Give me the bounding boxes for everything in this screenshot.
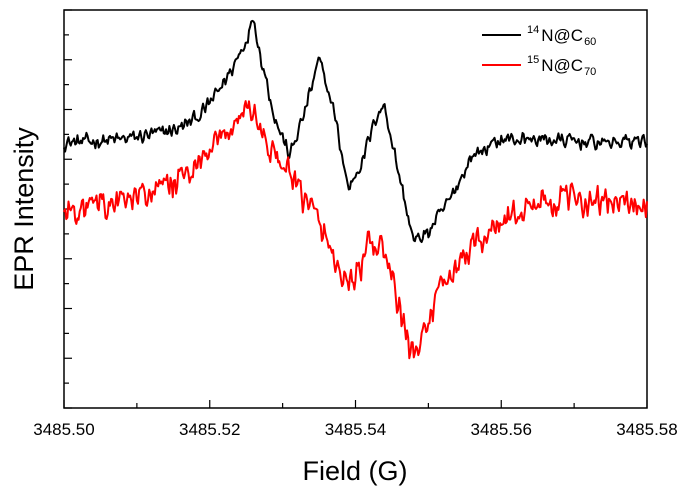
axis-ticks [63,9,648,409]
x-tick-label: 3485.58 [616,420,677,439]
x-tick-label: 3485.50 [33,420,94,439]
legend: 14 N@C60 15 N@C70 [482,24,596,78]
x-tick-labels: 3485.50 3485.52 3485.54 3485.56 3485.58 [33,420,677,439]
x-tick-label: 3485.52 [179,420,240,439]
legend-sup-0: 14 [527,24,539,36]
x-tick-label: 3485.56 [471,420,532,439]
x-axis-title: Field (G) [302,456,407,486]
legend-base-0: N@C [541,26,583,45]
y-axis-title: EPR Intensity [9,127,39,291]
series-lines [63,19,648,360]
legend-sub-0: 60 [584,36,596,48]
legend-sub-1: 70 [584,66,596,78]
series-line-14n-c60 [63,19,648,244]
legend-label-15n-c70: 15 N@C70 [527,54,596,78]
legend-label-14n-c60: 14 N@C60 [527,24,596,48]
legend-sup-1: 15 [527,54,539,66]
x-tick-label: 3485.54 [325,420,386,439]
series-line-15n-c70 [63,100,648,360]
legend-base-1: N@C [541,56,583,75]
